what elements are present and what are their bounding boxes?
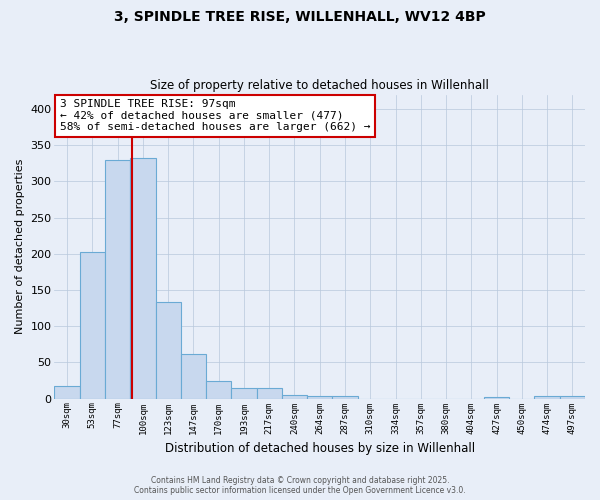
- Bar: [55, 386, 80, 398]
- Bar: [307, 396, 332, 398]
- Bar: [155, 302, 181, 398]
- Bar: [130, 158, 155, 398]
- Bar: [105, 160, 130, 398]
- Bar: [206, 380, 232, 398]
- Text: 3 SPINDLE TREE RISE: 97sqm
← 42% of detached houses are smaller (477)
58% of sem: 3 SPINDLE TREE RISE: 97sqm ← 42% of deta…: [60, 99, 370, 132]
- Bar: [560, 396, 585, 398]
- X-axis label: Distribution of detached houses by size in Willenhall: Distribution of detached houses by size …: [164, 442, 475, 455]
- Bar: [181, 354, 206, 399]
- Bar: [232, 388, 257, 398]
- Bar: [257, 388, 282, 398]
- Bar: [80, 252, 105, 398]
- Y-axis label: Number of detached properties: Number of detached properties: [15, 159, 25, 334]
- Title: Size of property relative to detached houses in Willenhall: Size of property relative to detached ho…: [150, 79, 489, 92]
- Bar: [332, 396, 358, 398]
- Bar: [484, 397, 509, 398]
- Bar: [535, 396, 560, 398]
- Bar: [282, 395, 307, 398]
- Text: Contains HM Land Registry data © Crown copyright and database right 2025.
Contai: Contains HM Land Registry data © Crown c…: [134, 476, 466, 495]
- Text: 3, SPINDLE TREE RISE, WILLENHALL, WV12 4BP: 3, SPINDLE TREE RISE, WILLENHALL, WV12 4…: [114, 10, 486, 24]
